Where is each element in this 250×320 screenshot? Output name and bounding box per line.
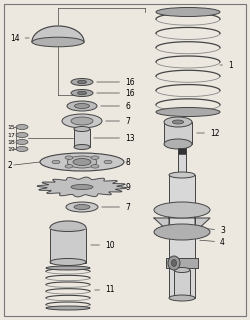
Text: 9: 9 [125, 182, 130, 191]
Ellipse shape [62, 114, 102, 128]
Ellipse shape [73, 158, 91, 165]
Ellipse shape [104, 160, 112, 164]
Ellipse shape [50, 259, 86, 266]
Ellipse shape [174, 268, 190, 273]
Ellipse shape [40, 153, 124, 171]
Text: 17: 17 [7, 132, 15, 138]
Text: 13: 13 [94, 133, 134, 142]
Ellipse shape [71, 185, 93, 189]
Bar [74, 129, 90, 147]
Ellipse shape [169, 172, 195, 178]
Bar [174, 270, 190, 298]
Text: 1: 1 [220, 60, 233, 69]
Ellipse shape [16, 147, 28, 151]
Text: 18: 18 [7, 140, 15, 145]
Ellipse shape [154, 202, 210, 218]
Ellipse shape [71, 117, 93, 125]
Ellipse shape [78, 91, 86, 95]
Text: 4: 4 [200, 237, 225, 246]
Ellipse shape [91, 164, 99, 168]
Ellipse shape [74, 103, 90, 108]
Text: 10: 10 [91, 241, 114, 250]
Ellipse shape [16, 132, 28, 138]
Ellipse shape [172, 120, 184, 124]
Ellipse shape [46, 266, 90, 270]
Text: 8: 8 [125, 157, 130, 166]
Ellipse shape [164, 117, 192, 127]
Bar [178, 148, 186, 154]
Ellipse shape [66, 202, 98, 212]
Ellipse shape [74, 204, 90, 210]
Bar [50, 228, 86, 263]
Text: 16: 16 [97, 77, 134, 86]
Ellipse shape [32, 37, 84, 47]
Ellipse shape [156, 108, 220, 116]
Ellipse shape [156, 7, 220, 17]
Ellipse shape [65, 164, 73, 168]
Ellipse shape [71, 90, 93, 97]
Ellipse shape [172, 260, 176, 267]
Ellipse shape [16, 140, 28, 145]
Text: 7: 7 [102, 203, 130, 212]
Bar [166, 258, 198, 268]
Ellipse shape [50, 225, 86, 231]
Ellipse shape [65, 156, 73, 159]
Text: 16: 16 [97, 89, 134, 98]
Text: 14: 14 [10, 34, 29, 43]
Ellipse shape [74, 145, 90, 149]
Text: 6: 6 [101, 101, 130, 110]
Polygon shape [50, 221, 86, 228]
Ellipse shape [74, 126, 90, 132]
Bar [169, 175, 195, 298]
Text: 3: 3 [200, 226, 225, 235]
Ellipse shape [169, 295, 195, 301]
Ellipse shape [46, 306, 90, 310]
Ellipse shape [164, 139, 192, 149]
Ellipse shape [154, 224, 210, 240]
Ellipse shape [91, 156, 99, 159]
Ellipse shape [168, 256, 180, 270]
Polygon shape [32, 26, 84, 42]
Ellipse shape [52, 160, 60, 164]
Ellipse shape [78, 80, 86, 84]
Polygon shape [154, 208, 210, 232]
Text: 15: 15 [7, 124, 15, 130]
Polygon shape [37, 177, 127, 197]
Ellipse shape [71, 78, 93, 85]
Text: 19: 19 [7, 147, 15, 151]
Ellipse shape [67, 101, 97, 111]
Text: 12: 12 [197, 129, 220, 138]
Ellipse shape [67, 156, 97, 168]
Text: 2: 2 [7, 161, 12, 170]
Bar [178, 148, 186, 175]
Bar [164, 122, 192, 144]
Text: 11: 11 [95, 285, 114, 294]
Ellipse shape [16, 124, 28, 130]
Text: 7: 7 [106, 116, 130, 125]
